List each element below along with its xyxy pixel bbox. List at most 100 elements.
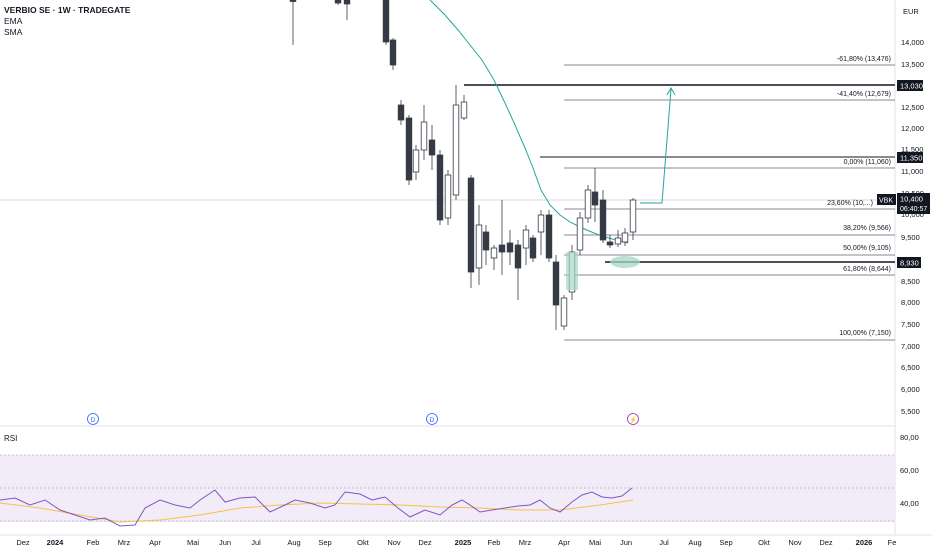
rsi-tick: 80,00: [900, 433, 919, 442]
candle-bullish[interactable]: [444, 174, 452, 219]
candle-bullish[interactable]: [576, 217, 584, 251]
candle-bearish[interactable]: [405, 117, 413, 181]
price-tick: 12,000: [901, 124, 924, 133]
candles[interactable]: [289, 0, 637, 330]
highlight-ellipse: [610, 256, 640, 268]
last-price-tag: [897, 193, 930, 214]
last-price-text: 10,400: [900, 195, 923, 204]
time-tick: Mai: [589, 538, 601, 547]
time-axis[interactable]: Dez 2024 Feb Mrz Apr Mai Jun Jul Aug Sep…: [0, 534, 932, 547]
lightning-icon-text: ⚡: [629, 416, 637, 424]
time-tick: Mrz: [118, 538, 131, 547]
candle-bearish[interactable]: [389, 39, 397, 66]
time-tick: Nov: [788, 538, 802, 547]
rsi-pane[interactable]: RSI 80,00 60,00 40,00: [0, 433, 919, 527]
candle-bearish[interactable]: [606, 241, 614, 246]
rsi-ma-line: [0, 499, 634, 523]
ema-legend-label[interactable]: EMA: [4, 16, 23, 26]
symbol-title[interactable]: VERBIO SE · 1W · TRADEGATE: [4, 5, 131, 15]
candle-bullish[interactable]: [621, 232, 629, 243]
arrowhead-icon: [666, 86, 676, 96]
time-tick: Apr: [558, 538, 570, 547]
price-tick: 8,000: [901, 298, 920, 307]
price-axis[interactable]: EUR 14,000 13,500 12,500 12,000 11,500 1…: [877, 0, 930, 535]
candle-bearish[interactable]: [506, 242, 514, 253]
rsi-tick: 40,00: [900, 499, 919, 508]
price-tick: 13,500: [901, 60, 924, 69]
symbol-tag-text: VBK: [879, 198, 893, 205]
rsi-label: RSI: [4, 434, 17, 443]
candle-bearish[interactable]: [467, 177, 475, 273]
price-tag-8930: [897, 257, 921, 268]
time-tick: 2024: [47, 538, 65, 547]
candle-bearish[interactable]: [514, 244, 522, 269]
horizontal-levels[interactable]: [464, 84, 895, 263]
candle-bearish[interactable]: [289, 0, 297, 2]
price-tag-8930-text: 8,930: [900, 259, 919, 268]
price-tick: 6,500: [901, 363, 920, 372]
time-tick: Sep: [318, 538, 331, 547]
time-tick: Sep: [719, 538, 732, 547]
candle-bearish[interactable]: [482, 231, 490, 251]
candle-bullish[interactable]: [560, 297, 568, 327]
time-tick: Okt: [357, 538, 370, 547]
candle-bearish[interactable]: [545, 214, 553, 259]
candle-bullish[interactable]: [420, 121, 428, 151]
candle-bullish[interactable]: [584, 189, 592, 219]
time-tick: Feb: [87, 538, 100, 547]
candle-bearish[interactable]: [599, 199, 607, 241]
time-tick: Okt: [758, 538, 771, 547]
lightning-icon[interactable]: [627, 413, 639, 425]
fib-retracement-tool[interactable]: [564, 64, 895, 341]
rsi-band: [0, 455, 895, 522]
candle-bearish[interactable]: [529, 237, 537, 259]
chart-legend[interactable]: VERBIO SE · 1W · TRADEGATE EMA SMA: [4, 5, 130, 38]
dividend-icon-text: D: [91, 417, 96, 424]
candle-bullish[interactable]: [537, 214, 545, 233]
time-tick: Feb: [488, 538, 501, 547]
candle-bullish[interactable]: [614, 237, 622, 245]
candle-bearish[interactable]: [498, 244, 506, 253]
candle-bullish[interactable]: [412, 149, 420, 173]
fib-label: 50,00% (9,105): [843, 245, 891, 252]
price-tick: 9,500: [901, 233, 920, 242]
dividend-icon[interactable]: [426, 413, 438, 425]
candle-bearish[interactable]: [334, 0, 342, 4]
price-tick: 8,500: [901, 277, 920, 286]
candle-bearish[interactable]: [436, 154, 444, 221]
candle-bullish[interactable]: [452, 104, 460, 196]
fib-label: 0,00% (11,060): [844, 159, 891, 166]
candle-bearish[interactable]: [428, 139, 436, 156]
candle-bearish[interactable]: [591, 191, 599, 206]
price-tag-11350-text: 11,350: [900, 154, 922, 163]
time-tick: Fe: [888, 538, 897, 547]
price-tick: 7,500: [901, 320, 920, 329]
price-tick: 7,000: [901, 342, 920, 351]
candle-bullish[interactable]: [475, 224, 483, 269]
rsi-line: [0, 487, 633, 527]
candle-bearish[interactable]: [343, 0, 351, 5]
ema-line[interactable]: [429, 0, 629, 244]
candle-bullish[interactable]: [629, 199, 637, 233]
price-tick: 5,500: [901, 407, 920, 416]
time-tick: Mai: [187, 538, 199, 547]
price-tag-11350: [897, 152, 923, 163]
candle-bullish[interactable]: [460, 101, 468, 119]
bar-countdown-text: 06:40:57: [900, 206, 927, 213]
fib-label: -41,40% (12,679): [837, 91, 891, 98]
candle-bearish[interactable]: [382, 0, 390, 43]
rsi-tick: 60,00: [900, 466, 919, 475]
dividend-icon[interactable]: [87, 413, 99, 425]
sma-legend-label[interactable]: SMA: [4, 27, 23, 37]
price-tick: 11,000: [901, 167, 923, 176]
target-projection-arrow[interactable]: [640, 88, 672, 204]
candle-bullish[interactable]: [522, 229, 530, 249]
candle-bearish[interactable]: [397, 104, 405, 121]
fib-label: 61,80% (8,644): [843, 266, 891, 273]
time-tick: Jul: [251, 538, 261, 547]
candle-bearish[interactable]: [552, 261, 560, 306]
candle-bullish[interactable]: [490, 247, 498, 259]
time-tick: 2025: [455, 538, 472, 547]
time-tick: Aug: [688, 538, 701, 547]
